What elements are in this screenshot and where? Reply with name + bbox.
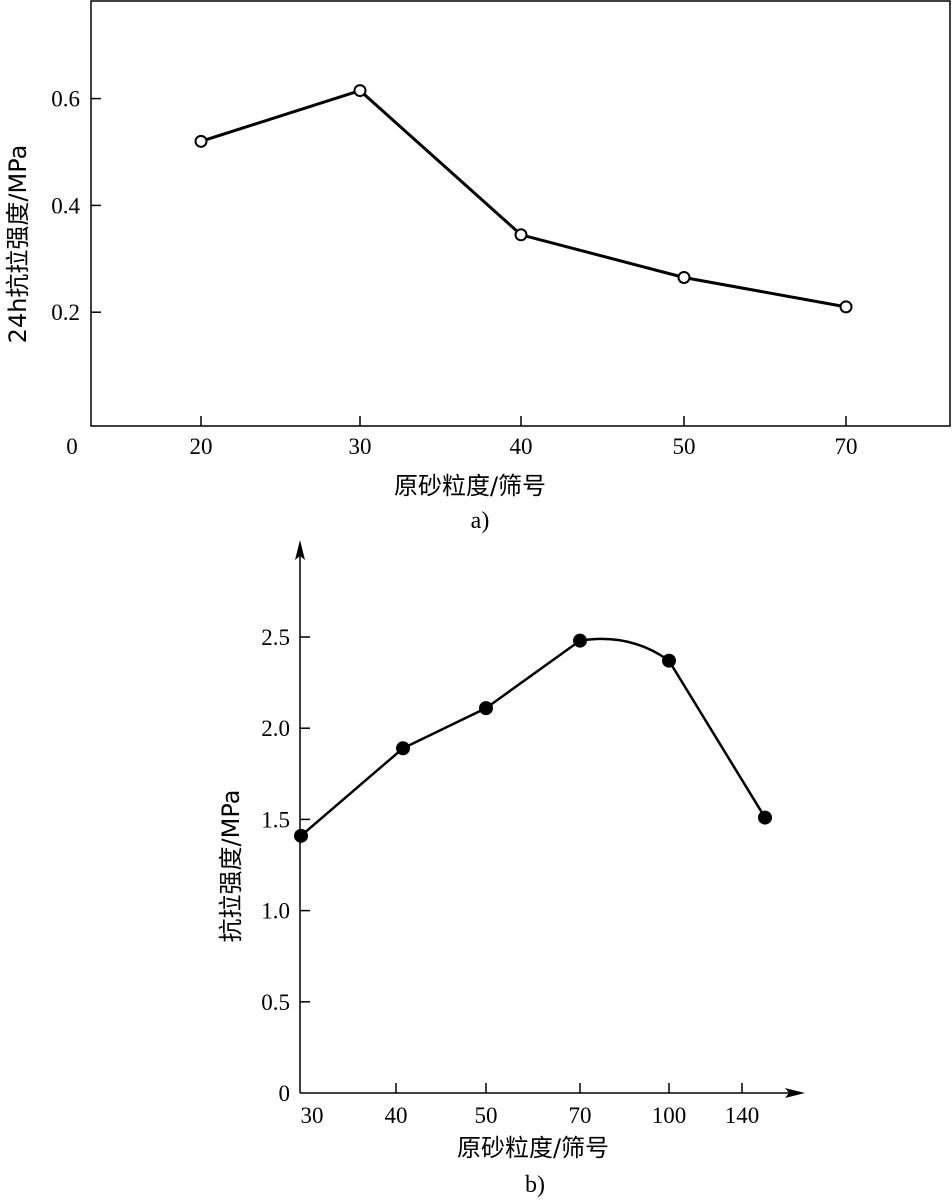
- chart-a-x-tick-label: 30: [349, 434, 372, 459]
- chart-b-y-tick-label: 2.5: [261, 625, 290, 650]
- chart-b-y-tick-label: 0.5: [261, 990, 290, 1015]
- chart-a-x-tick-label: 50: [673, 434, 696, 459]
- chart-a-point: [353, 84, 367, 98]
- chart-a-y-tick-label: 0.2: [51, 300, 80, 325]
- chart-a-point: [194, 134, 208, 148]
- chart-a-point: [677, 270, 691, 284]
- chart-b-y-axis-arrow: [295, 540, 305, 560]
- chart-a-y-tick-label: 0.4: [51, 193, 80, 218]
- chart-b-point: [573, 633, 587, 648]
- chart-b-y-tick-label: 2.0: [261, 716, 290, 741]
- chart-a-y-axis-label: 24h抗拉强度/MPa: [4, 145, 32, 344]
- chart-a-y-tick-label: 0.6: [51, 87, 80, 112]
- chart-a-origin-label: 0: [66, 434, 78, 459]
- chart-a-points: [194, 84, 853, 314]
- chart-b-point: [294, 828, 308, 843]
- chart-b-y-axis-label: 抗拉强度/MPa: [217, 790, 245, 943]
- chart-a-frame: [90, 0, 951, 427]
- chart-b-x-tick-labels: 30 40 50 70 100 140: [301, 1083, 760, 1128]
- chart-a: 0.2 0.4 0.6 20 30 40 50 70 0 原砂粒度/筛号 a) 24h抗拉强…: [4, 0, 951, 534]
- chart-b-x-tick-label: 50: [475, 1103, 498, 1128]
- chart-a-point: [514, 228, 528, 242]
- chart-b-points: [294, 633, 772, 843]
- chart-b-x-axis-label: 原砂粒度/筛号: [457, 1134, 609, 1162]
- chart-b-x-tick-label: 40: [385, 1103, 408, 1128]
- chart-b-y-ticks: 0 0.5 1.0 1.5 2.0 2.5: [261, 625, 310, 1106]
- chart-b-x-axis-arrow: [785, 1088, 805, 1098]
- chart-a-series-line: [200, 88, 847, 309]
- chart-a-x-axis-label: 原砂粒度/筛号: [394, 472, 546, 500]
- chart-b: 00.51.01.52.02.5 30 40 50 70 100 140 原砂粒度/筛号 …: [217, 540, 805, 1198]
- chart-a-point: [839, 300, 853, 314]
- chart-a-x-tick-label: 70: [835, 434, 858, 459]
- chart-a-x-tick-label: 20: [190, 434, 213, 459]
- chart-b-y-tick-label: 0: [279, 1081, 291, 1106]
- chart-b-series-line: [300, 637, 767, 837]
- chart-b-x-tick-label: 70: [569, 1103, 592, 1128]
- chart-b-point: [758, 810, 772, 825]
- chart-b-point: [396, 741, 410, 756]
- chart-b-y-tick-label: 1.0: [261, 899, 290, 924]
- chart-a-x-tick-labels: 20 30 40 50 70: [190, 416, 858, 459]
- chart-b-point: [479, 701, 493, 716]
- chart-b-caption: b): [525, 1172, 545, 1198]
- chart-b-x-tick-label: 30: [301, 1103, 324, 1128]
- chart-a-y-ticks: 0.2 0.4 0.6: [51, 87, 101, 325]
- chart-b-x-tick-label: 100: [652, 1103, 687, 1128]
- chart-a-x-tick-label: 40: [510, 434, 533, 459]
- chart-b-x-tick-label: 140: [725, 1103, 760, 1128]
- chart-b-y-tick-label: 1.5: [261, 807, 290, 832]
- chart-b-point: [662, 653, 676, 668]
- chart-a-caption: a): [471, 508, 490, 534]
